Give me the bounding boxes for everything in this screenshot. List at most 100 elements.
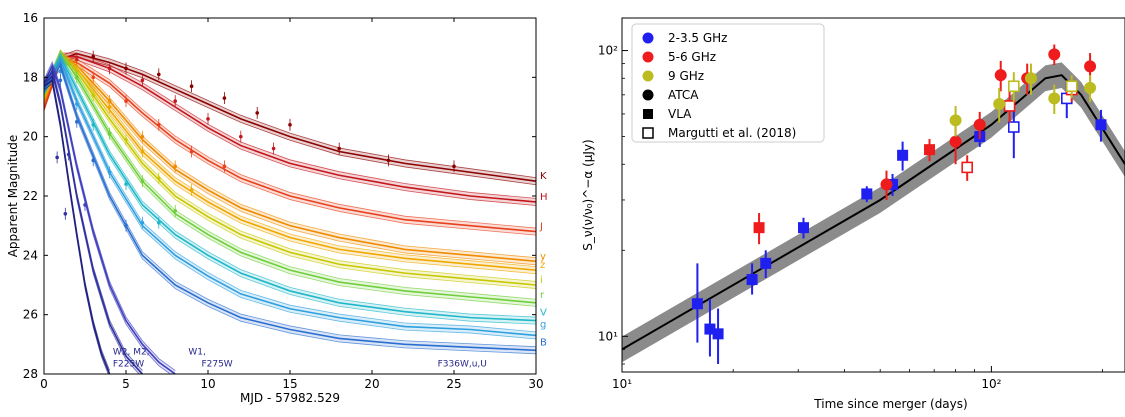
legend-marker [642, 89, 654, 101]
data-point-k [124, 66, 128, 71]
band-label-r: r [540, 290, 545, 301]
y-tick-label: 10² [598, 44, 618, 58]
data-point-h [239, 134, 243, 139]
model-curve-uv3 [44, 83, 109, 374]
data-point-2-3-5-ghz [861, 188, 873, 200]
x-tick-label: 20 [364, 377, 379, 391]
left-panel: 0 5 10 15 20 25 30 16 18 20 22 24 26 28 MJD - 57982.52… [6, 11, 548, 405]
data-point-r [107, 131, 112, 136]
x-tick-label: 10 [200, 377, 215, 391]
data-point-b [58, 78, 63, 83]
model-curve-b [44, 61, 536, 348]
band-label-i: i [540, 275, 543, 286]
model-curve-j [44, 55, 536, 229]
data-point-9-ghz [949, 114, 962, 127]
data-point-h [173, 99, 177, 103]
data-point-9-ghz [1065, 80, 1078, 93]
data-point-b [75, 120, 79, 124]
model-curve-uv3 [44, 78, 111, 374]
data-point-j [157, 123, 161, 127]
data-point-5-6-ghz [994, 69, 1007, 82]
data-point-5-6-ghz [973, 118, 986, 131]
y-tick-label: 10¹ [598, 329, 618, 343]
legend-label: VLA [668, 107, 692, 121]
legend-label: ATCA [668, 88, 699, 102]
data-point-y [173, 164, 177, 169]
x-tick-label: 10¹ [612, 377, 632, 391]
uv-annotation: W1, [188, 348, 206, 358]
data-point-2-3-5-ghz [760, 257, 772, 269]
data-point-2-3-5-ghz [897, 149, 909, 161]
model-band-y [44, 53, 536, 265]
data-point-v [157, 220, 161, 225]
y-tick-label: 26 [23, 308, 38, 322]
band-label-z: z [540, 260, 545, 271]
right-plot-area [622, 44, 1125, 364]
data-point-j [189, 149, 194, 154]
data-point-5-6-ghz [949, 135, 962, 148]
data-point-h [107, 66, 112, 71]
model-curve-g [44, 55, 536, 333]
y-tick-label: 18 [23, 70, 38, 84]
model-band-k [44, 50, 536, 185]
legend-marker [643, 109, 653, 119]
data-point-v [124, 182, 128, 186]
data-point-r [140, 179, 145, 183]
model-curve-v [44, 52, 536, 318]
legend-label: 2-3.5 GHz [668, 31, 727, 45]
y-tick-label: 28 [23, 367, 38, 381]
y-tick-label: 24 [23, 248, 38, 262]
x-axis-label: Time since merger (days) [813, 397, 967, 411]
band-label-y: y [540, 251, 546, 262]
data-point-k [189, 84, 194, 89]
data-point-g [75, 102, 79, 106]
data-point-k [452, 164, 456, 169]
band-label-k: K [540, 171, 547, 182]
model-curve-z [44, 52, 536, 268]
legend-frame [631, 23, 825, 143]
x-tick-label: 15 [282, 377, 297, 391]
y-tick-label: 16 [23, 11, 38, 25]
data-point-k [386, 158, 391, 163]
x-tick-label: 25 [446, 377, 461, 391]
y-tick-label: 20 [23, 130, 38, 144]
data-point-h [271, 146, 276, 151]
data-point-j [222, 164, 227, 169]
uv-annotation: F275W [201, 360, 232, 370]
legend: 2-3.5 GHz 5-6 GHz 9 GHz ATCA VLA Margutti et … [631, 23, 825, 143]
data-point-2-3-5-ghz [1095, 119, 1107, 131]
data-point-2-3-5-ghz [1008, 121, 1020, 133]
data-point-5-6-ghz [1084, 60, 1097, 73]
data-point-v [91, 123, 95, 127]
band-label-j: J [539, 222, 543, 233]
model-line [622, 74, 1125, 351]
data-point-z [107, 105, 112, 109]
data-point-2-3-5-ghz [691, 298, 703, 310]
legend-label: Margutti et al. (2018) [668, 126, 796, 140]
x-axis-label: MJD - 57982.529 [240, 391, 340, 405]
model-curve-uv2 [44, 74, 140, 374]
data-point-uv2 [55, 155, 59, 160]
data-point-9-ghz [1024, 72, 1037, 85]
data-point-9-ghz [993, 98, 1006, 111]
legend-marker [642, 127, 654, 139]
band-label-g: g [540, 320, 546, 331]
x-tick-label: 30 [528, 377, 543, 391]
data-point-9-ghz [1008, 80, 1020, 93]
right-frame [621, 17, 1125, 373]
data-point-g [140, 220, 145, 225]
data-point-k [91, 54, 95, 59]
data-point-k [288, 123, 292, 127]
x-tick-label: 0 [40, 377, 48, 391]
y-axis-label: S_ν(ν/ν₀)^−α (μJy) [581, 139, 595, 250]
uv-annotation: F336W,u,U [438, 360, 487, 370]
data-point-5-6-ghz [1048, 48, 1061, 61]
data-point-2-3-5-ghz [746, 274, 758, 286]
data-point-9-ghz [1048, 92, 1061, 105]
model-curve-y [44, 52, 536, 259]
data-point-y [140, 134, 145, 139]
data-point-9-ghz [1084, 81, 1097, 94]
model-curve-v [44, 59, 536, 325]
model-curve-i [44, 49, 536, 282]
